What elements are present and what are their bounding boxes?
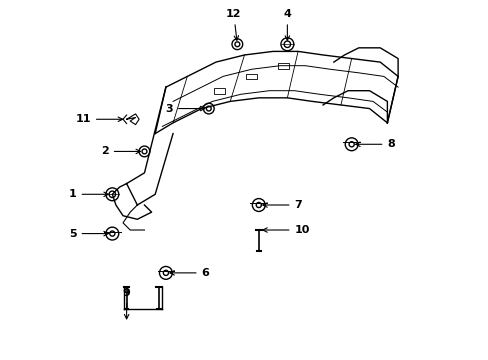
Text: 7: 7 xyxy=(262,200,302,210)
Text: 3: 3 xyxy=(165,104,204,113)
Text: 4: 4 xyxy=(283,9,291,40)
Text: 5: 5 xyxy=(69,229,108,239)
Text: 12: 12 xyxy=(225,9,241,40)
Bar xyxy=(246,73,257,79)
Text: 10: 10 xyxy=(262,225,309,235)
Text: 6: 6 xyxy=(170,268,209,278)
Text: 11: 11 xyxy=(75,114,122,124)
Bar xyxy=(278,63,288,68)
Text: 1: 1 xyxy=(69,189,108,199)
Text: 8: 8 xyxy=(355,139,394,149)
Bar xyxy=(214,88,224,94)
Text: 9: 9 xyxy=(122,288,130,319)
Text: 2: 2 xyxy=(101,147,140,157)
